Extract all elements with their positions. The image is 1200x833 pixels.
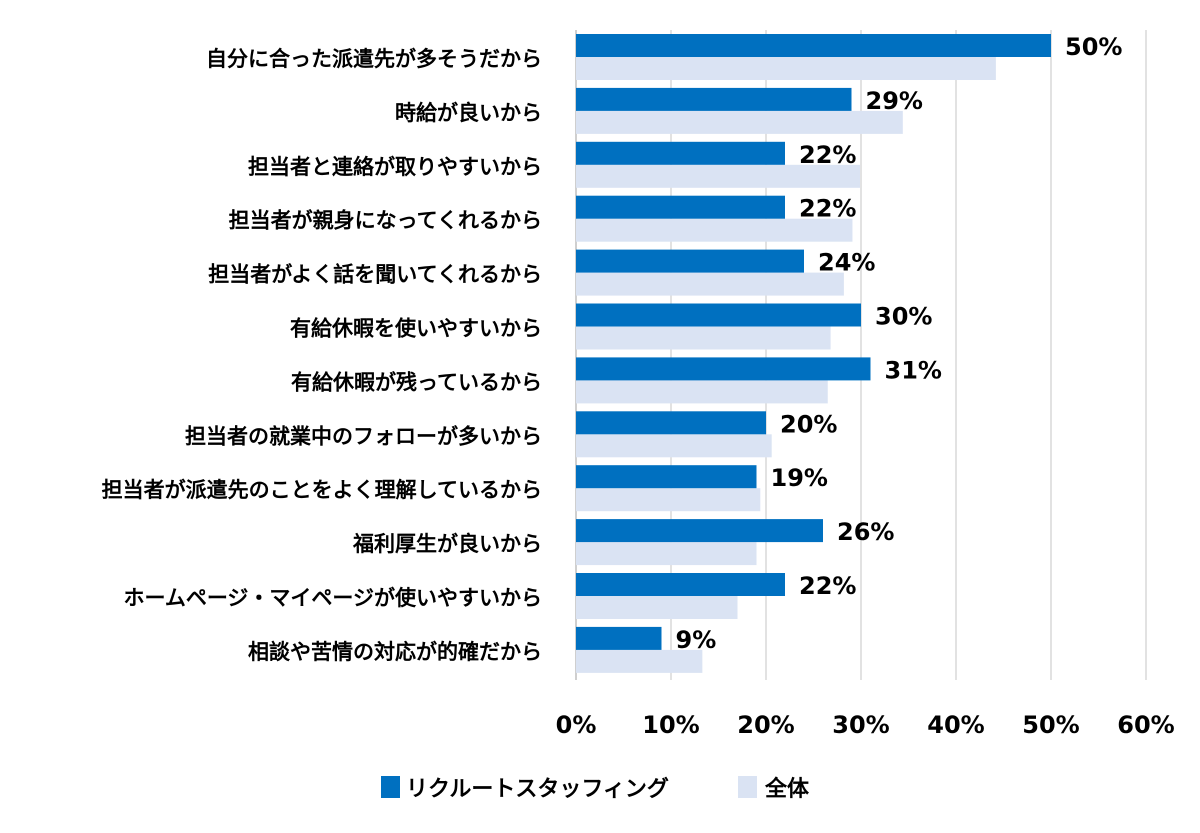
bar-recruit [576, 141, 785, 165]
x-tick-label: 0% [556, 711, 597, 739]
bar-all [576, 164, 861, 188]
bar-recruit [576, 573, 785, 596]
x-tick-label: 40% [927, 711, 984, 739]
x-tick-label: 60% [1117, 711, 1174, 739]
data-label: 22% [799, 572, 856, 600]
category-label: 自分に合った派遣先が多そうだから [206, 47, 542, 71]
category-label: 担当者が派遣先のことをよく理解しているから [102, 478, 542, 502]
bar-all [576, 434, 772, 458]
bar-all [576, 57, 996, 80]
bar-recruit [576, 34, 1051, 57]
data-label: 26% [837, 518, 894, 546]
category-label: 担当者が親身になってくれるから [229, 209, 542, 233]
x-tick-label: 20% [737, 711, 794, 739]
bar-all [576, 218, 853, 242]
data-label: 24% [818, 249, 875, 277]
x-tick-label: 30% [832, 711, 889, 739]
category-label: 担当者と連絡が取りやすいから [248, 155, 542, 179]
x-tick-label: 10% [642, 711, 699, 739]
legend-label-recruit: リクルートスタッフィング [406, 776, 669, 802]
bar-all [576, 542, 757, 566]
category-label: ホームページ・マイページが使いやすいから [123, 586, 542, 610]
category-label: 福利厚生が良いから [352, 532, 542, 556]
data-label: 22% [799, 195, 856, 223]
bar-recruit [576, 303, 861, 327]
data-label: 9% [676, 626, 717, 654]
category-label: 担当者がよく話を聞いてくれるから [208, 263, 542, 287]
data-label: 20% [780, 410, 837, 438]
legend-swatch-recruit [381, 776, 400, 798]
gridlines [575, 30, 1147, 680]
bar-recruit [576, 411, 766, 435]
data-label: 31% [885, 356, 942, 384]
bar-recruit [576, 87, 852, 111]
bar-recruit [576, 249, 804, 273]
bar-all [576, 488, 761, 512]
category-labels: 自分に合った派遣先が多そうだから時給が良いから担当者と連絡が取りやすいから担当者… [102, 47, 542, 664]
legend-swatch-all [738, 776, 757, 798]
data-label: 22% [799, 141, 856, 169]
data-label: 29% [866, 87, 923, 115]
bar-all [576, 596, 738, 619]
category-label: 時給が良いから [395, 101, 542, 125]
bar-all [576, 272, 844, 296]
bar-all [576, 326, 831, 350]
bar-all [576, 380, 828, 404]
bar-all [576, 110, 903, 134]
x-tick-label: 50% [1022, 711, 1079, 739]
category-label: 相談や苦情の対応が的確だから [248, 640, 542, 664]
category-label: 有給休暇が残っているから [291, 370, 542, 394]
data-label: 19% [771, 464, 828, 492]
bars: 50% 29% 22% 22% 24%30% 31% 20% 19% 26% 22% 9% [576, 33, 1122, 673]
x-tick-labels: 0% 10% 20% 30% 40% 50% 60% [556, 711, 1175, 739]
bar-recruit [576, 626, 662, 650]
legend-label-all: 全体 [764, 776, 810, 802]
bar-recruit [576, 195, 785, 219]
bar-recruit [576, 357, 871, 381]
legend: リクルートスタッフィング 全体 [381, 776, 810, 802]
data-label: 30% [875, 303, 932, 331]
data-label: 50% [1065, 33, 1122, 61]
category-label: 有給休暇を使いやすいから [290, 317, 542, 341]
category-label: 担当者の就業中のフォローが多いから [185, 424, 542, 448]
bar-recruit [576, 519, 823, 543]
bar-all [576, 649, 703, 673]
bar-recruit [576, 465, 757, 489]
